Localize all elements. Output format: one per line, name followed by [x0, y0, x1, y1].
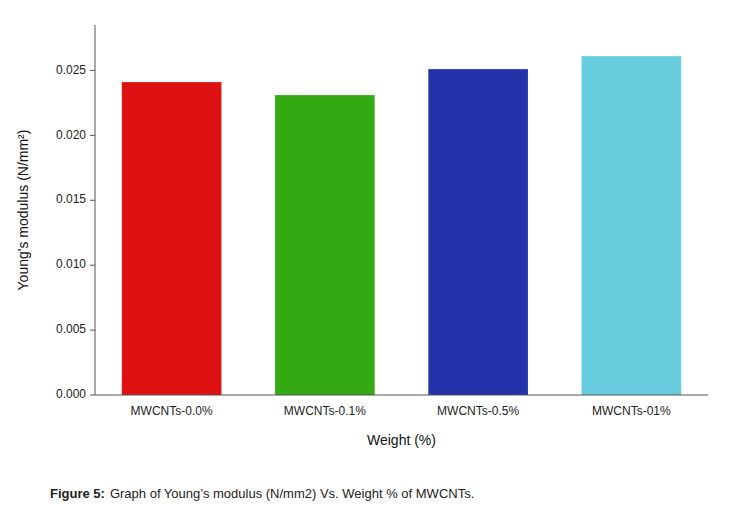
y-tick-label: 0.025	[56, 63, 86, 77]
bars	[122, 56, 681, 395]
y-tick	[90, 265, 95, 266]
chart-container: 0.000 0.005 0.010 0.015 0.020 0.025 MWCNTs-0.0…	[0, 0, 733, 520]
chart-svg: 0.000 0.005 0.010 0.015 0.020 0.025 MWCNTs-0.0…	[0, 0, 733, 520]
x-tick-label: MWCNTs-01%	[592, 404, 671, 418]
x-tick-label: MWCNTs-0.5%	[437, 404, 519, 418]
bar	[582, 56, 682, 395]
bar	[275, 95, 375, 395]
y-tick	[90, 395, 95, 396]
y-tick-label: 0.005	[56, 322, 86, 336]
y-tick-label: 0.010	[56, 257, 86, 271]
caption-text: Graph of Young’s modulus (N/mm2) Vs. Wei…	[110, 486, 474, 501]
caption: Figure 5: Graph of Young’s modulus (N/mm2…	[50, 486, 474, 501]
y-axis-label: Young's modulus (N/mm²)	[15, 130, 31, 291]
y-tick	[90, 330, 95, 331]
x-axis-label: Weight (%)	[367, 432, 436, 448]
x-tick-label: MWCNTs-0.0%	[131, 404, 213, 418]
y-tick-label: 0.015	[56, 192, 86, 206]
y-tick	[90, 200, 95, 201]
bar	[428, 69, 528, 395]
caption-bold: Figure 5:	[50, 486, 105, 501]
y-tick	[90, 70, 95, 71]
plot-area	[122, 56, 681, 395]
y-tick-label: 0.020	[56, 128, 86, 142]
y-tick	[90, 135, 95, 136]
y-tick-label: 0.000	[56, 387, 86, 401]
page: {"chart_data": {"type": "bar", "categori…	[0, 0, 733, 520]
bar	[122, 82, 222, 395]
x-tick-label: MWCNTs-0.1%	[284, 404, 366, 418]
y-axis-line	[95, 25, 96, 395]
x-axis-line	[95, 395, 708, 396]
